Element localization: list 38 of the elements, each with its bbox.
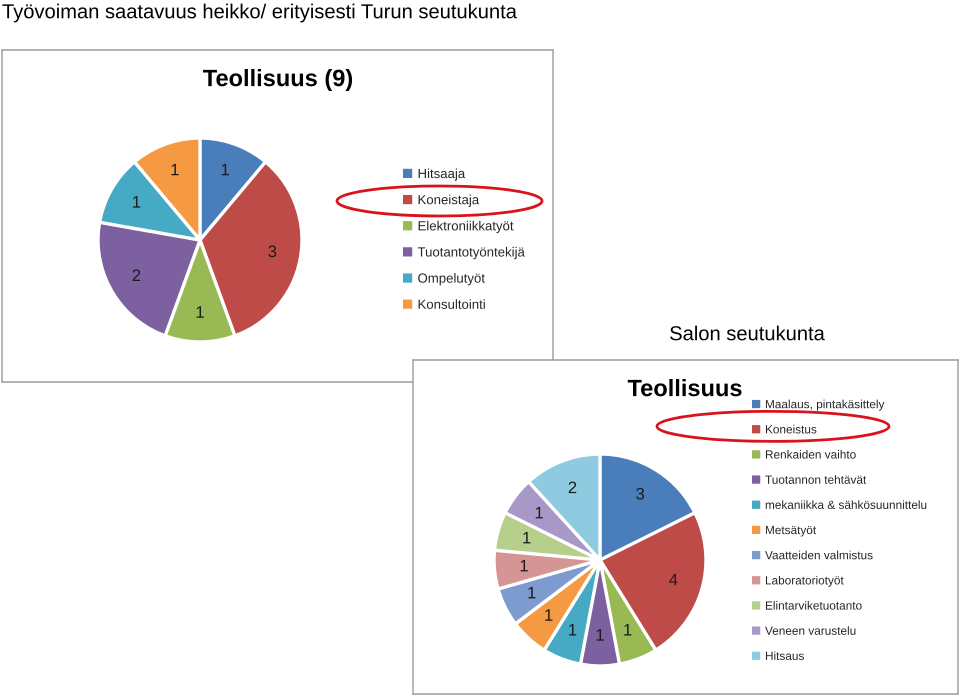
legend-label: Koneistus: [766, 424, 816, 434]
legend-label: Elektroniikkatyöt: [418, 220, 514, 234]
data-label: 4: [669, 574, 678, 586]
text: Työvoiman saatavuus heikko/ erityisesti Turun seutukunta: [2, 4, 517, 22]
legend-label: Hitsaaja: [418, 168, 466, 181]
legend-label: Hitsaus: [766, 651, 804, 660]
legend-label: Konsultointi: [418, 299, 485, 309]
data-label: 1: [545, 609, 552, 621]
data-label: 1: [133, 196, 140, 208]
data-label: 1: [624, 624, 632, 636]
data-label: 1: [569, 624, 576, 636]
text: Salon seutukunta: [670, 326, 825, 340]
legend-label: Vaatteiden valmistus: [765, 550, 873, 560]
data-label: 1: [596, 629, 604, 641]
data-label: 1: [520, 560, 528, 572]
data-label: 1: [528, 586, 536, 598]
legend-label: Koneistaja: [418, 194, 480, 207]
data-label: 1: [222, 164, 229, 176]
legend-label: Metsätyöt: [766, 526, 816, 537]
data-label: 1: [196, 306, 204, 318]
chart-title: Teollisuus: [628, 378, 742, 396]
legend-label: Laboratoriotyöt: [766, 576, 844, 587]
legend-label: Maalaus, pintakäsittely: [766, 400, 884, 411]
data-label: 2: [568, 482, 576, 494]
legend-label: Elintarviketuotanto: [766, 601, 862, 610]
data-label: 3: [636, 488, 644, 500]
data-label: 1: [536, 506, 543, 518]
legend-label: Tuotannon tehtävät: [765, 475, 866, 484]
legend-label: Renkaiden vaihto: [766, 450, 856, 459]
legend-label: Veneen varustelu: [765, 626, 856, 635]
data-label: 1: [523, 532, 530, 544]
data-label: 2: [132, 269, 140, 282]
legend-label: Tuotantotyöntekijä: [418, 246, 525, 260]
data-label: 1: [172, 164, 179, 176]
legend-label: mekaniikka & sähkösuunnittelu: [766, 500, 926, 509]
legend-label: Ompelutyöt: [418, 273, 485, 286]
data-label: 3: [268, 245, 276, 258]
chart-title: Teollisuus (9): [203, 68, 352, 92]
